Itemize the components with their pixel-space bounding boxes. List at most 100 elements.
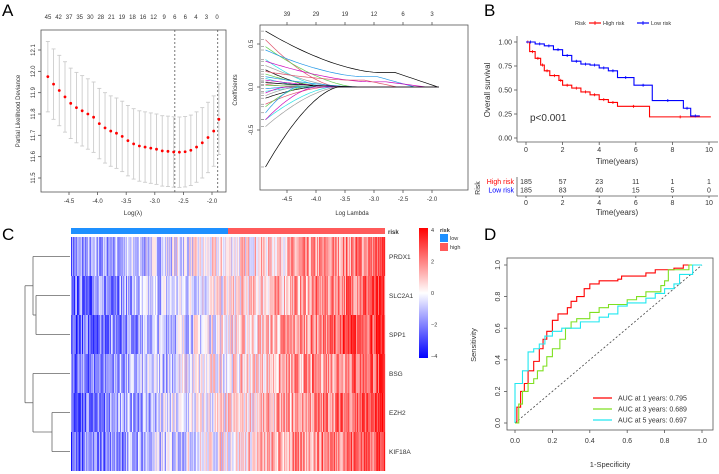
heatmap-cell [312, 393, 314, 432]
heatmap-cell [254, 237, 256, 276]
heatmap-cell [193, 393, 195, 432]
heatmap-cell [234, 237, 236, 276]
heatmap-cell [93, 315, 95, 354]
heatmap-cell [362, 354, 364, 393]
heatmap-cell [188, 354, 190, 393]
top-count-label: 19 [342, 12, 349, 18]
heatmap-cell [347, 354, 349, 393]
heatmap-cell [85, 432, 87, 471]
heatmap-cell [347, 432, 349, 471]
heatmap-cell [95, 315, 97, 354]
deviance-point [109, 129, 113, 133]
heatmap-cell [136, 354, 138, 393]
heatmap-cell [350, 237, 352, 276]
heatmap-cell [328, 354, 330, 393]
heatmap-cell [110, 393, 112, 432]
heatmap-cell [366, 237, 368, 276]
heatmap-cell [232, 354, 234, 393]
heatmap-cell [76, 432, 78, 471]
heatmap-cell [344, 354, 346, 393]
heatmap-cell [99, 276, 101, 315]
heatmap-cell [268, 315, 270, 354]
heatmap-cell [93, 237, 95, 276]
heatmap-cell [353, 276, 355, 315]
heatmap-cell [358, 432, 360, 471]
heatmap-cell [273, 432, 275, 471]
heatmap-cell [86, 393, 88, 432]
heatmap-cell [199, 237, 201, 276]
heatmap-cell [199, 315, 201, 354]
y-tick-label: -0.5 [249, 124, 255, 135]
heatmap-cell [228, 276, 229, 315]
gene-label: PRDX1 [389, 254, 411, 261]
heatmap-cell [92, 393, 94, 432]
heatmap-cell [134, 432, 136, 471]
heatmap-cell [165, 432, 167, 471]
heatmap-cell [177, 315, 179, 354]
heatmap-cell [99, 315, 101, 354]
heatmap-cell [179, 237, 181, 276]
heatmap-cell [325, 237, 327, 276]
heatmap-cell [381, 315, 383, 354]
heatmap-cell [368, 432, 370, 471]
heatmap-cell [131, 315, 133, 354]
heatmap-cell [293, 354, 295, 393]
heatmap-cell [83, 237, 85, 276]
heatmap-cell [166, 432, 168, 471]
heatmap-cell [136, 237, 138, 276]
heatmap-cell [323, 315, 325, 354]
heatmap-cell [112, 237, 114, 276]
heatmap-cell [356, 315, 358, 354]
heatmap-cell [159, 315, 161, 354]
heatmap-cell [293, 315, 295, 354]
heatmap-cell [295, 315, 297, 354]
heatmap-cell [71, 237, 73, 276]
heatmap-cell [128, 315, 130, 354]
heatmap-cell [378, 237, 380, 276]
heatmap-cell [286, 237, 288, 276]
heatmap-cell [227, 276, 229, 315]
heatmap-cell [117, 276, 119, 315]
heatmap-cell [353, 237, 355, 276]
heatmap-cell [361, 354, 363, 393]
heatmap-cell [188, 315, 190, 354]
heatmap-cell [130, 315, 132, 354]
heatmap-cell [206, 354, 208, 393]
heatmap-cell [140, 354, 142, 393]
heatmap-cell [282, 393, 284, 432]
heatmap-cell [251, 393, 253, 432]
heatmap-cell [188, 276, 190, 315]
heatmap-cell [357, 315, 359, 354]
heatmap-cell [234, 354, 236, 393]
heatmap-cell [294, 315, 296, 354]
heatmap-cell [225, 432, 227, 471]
heatmap-cell [261, 432, 263, 471]
heatmap-cell [101, 432, 103, 471]
coefficient-path [265, 71, 439, 88]
heatmap-cell [125, 393, 127, 432]
heatmap-cell [127, 393, 129, 432]
heatmap-cell [251, 432, 253, 471]
heatmap-cell [155, 393, 157, 432]
censor-mark [641, 83, 645, 87]
heatmap-cell [87, 276, 89, 315]
heatmap-cell [257, 393, 259, 432]
heatmap-cell [313, 393, 315, 432]
heatmap-cell [121, 432, 123, 471]
heatmap-cell [189, 354, 191, 393]
heatmap-cell [294, 393, 296, 432]
heatmap-cell [284, 354, 286, 393]
heatmap-cell [377, 276, 379, 315]
group-legend-title: risk [440, 228, 451, 234]
heatmap-cell [331, 354, 333, 393]
heatmap-cell [139, 432, 141, 471]
heatmap-cell [83, 354, 85, 393]
heatmap-cell [163, 393, 165, 432]
heatmap-cell [326, 237, 328, 276]
heatmap-cell [345, 237, 347, 276]
heatmap-cell [184, 315, 186, 354]
heatmap-cell [196, 393, 198, 432]
heatmap-cell [281, 354, 283, 393]
heatmap-cell [127, 432, 129, 471]
heatmap-cell [334, 354, 336, 393]
